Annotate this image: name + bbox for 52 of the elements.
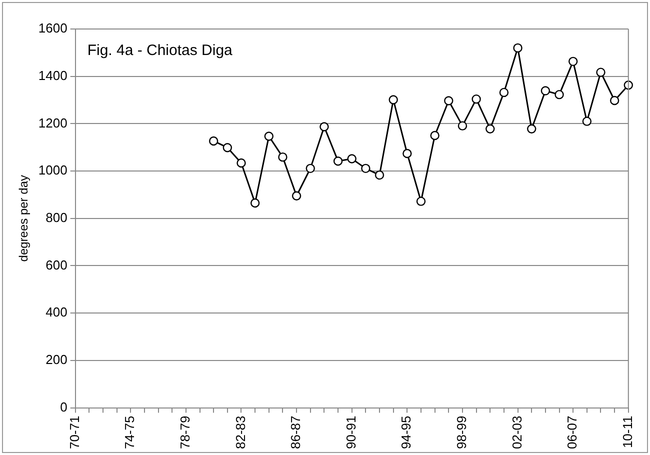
- point: [388, 95, 398, 104]
- point: [486, 124, 495, 134]
- y-tick-label: 1200: [38, 115, 68, 130]
- x-tick-label: 98-99: [454, 416, 470, 449]
- point: [444, 96, 454, 106]
- x-tick-label: 86-87: [288, 416, 304, 449]
- x-tick-label: 78-79: [178, 416, 193, 449]
- point: [292, 191, 302, 200]
- point: [306, 164, 315, 174]
- point: [472, 94, 481, 104]
- point: [568, 56, 578, 66]
- point: [499, 88, 509, 98]
- y-tick-label: 1000: [38, 162, 68, 178]
- point: [320, 122, 329, 132]
- point: [458, 121, 468, 130]
- point: [250, 198, 260, 208]
- y-tick-label: 600: [46, 257, 68, 272]
- point: [333, 156, 343, 166]
- point: [278, 152, 288, 162]
- point: [527, 124, 536, 134]
- point: [222, 142, 232, 152]
- x-tick-label: 10-11: [620, 416, 635, 448]
- y-tick-label: 1400: [38, 68, 68, 83]
- point: [347, 154, 356, 164]
- y-tick-label: 0: [60, 399, 68, 414]
- x-tick-label: 70-71: [66, 416, 82, 449]
- point: [596, 68, 606, 77]
- y-tick-label: 400: [46, 304, 68, 320]
- point: [264, 132, 274, 141]
- point: [610, 96, 620, 106]
- text: Fig. 4a - Chiotas Diga: [87, 42, 234, 60]
- x-tick-label: 02-03: [509, 416, 524, 449]
- point: [554, 90, 564, 100]
- point: [513, 43, 522, 53]
- x-tick-label: 94-95: [398, 416, 414, 449]
- x-tick-label: 82-83: [232, 416, 248, 449]
- y-axis-title: degrees per day: [16, 175, 31, 262]
- point: [416, 196, 426, 206]
- point: [236, 158, 246, 168]
- point: [582, 116, 592, 126]
- point: [540, 86, 550, 96]
- point: [430, 130, 440, 140]
- y-tick-label: 1600: [38, 20, 68, 36]
- y-tick-label: 200: [46, 352, 68, 367]
- point: [374, 170, 384, 180]
- x-tick-label: 06-07: [564, 416, 580, 449]
- x-tick-label: 74-75: [122, 416, 138, 449]
- point: [402, 148, 412, 158]
- y-tick-label: 800: [46, 210, 68, 225]
- x-tick-label: 90-91: [343, 416, 358, 449]
- point: [361, 164, 370, 174]
- point: [208, 136, 218, 146]
